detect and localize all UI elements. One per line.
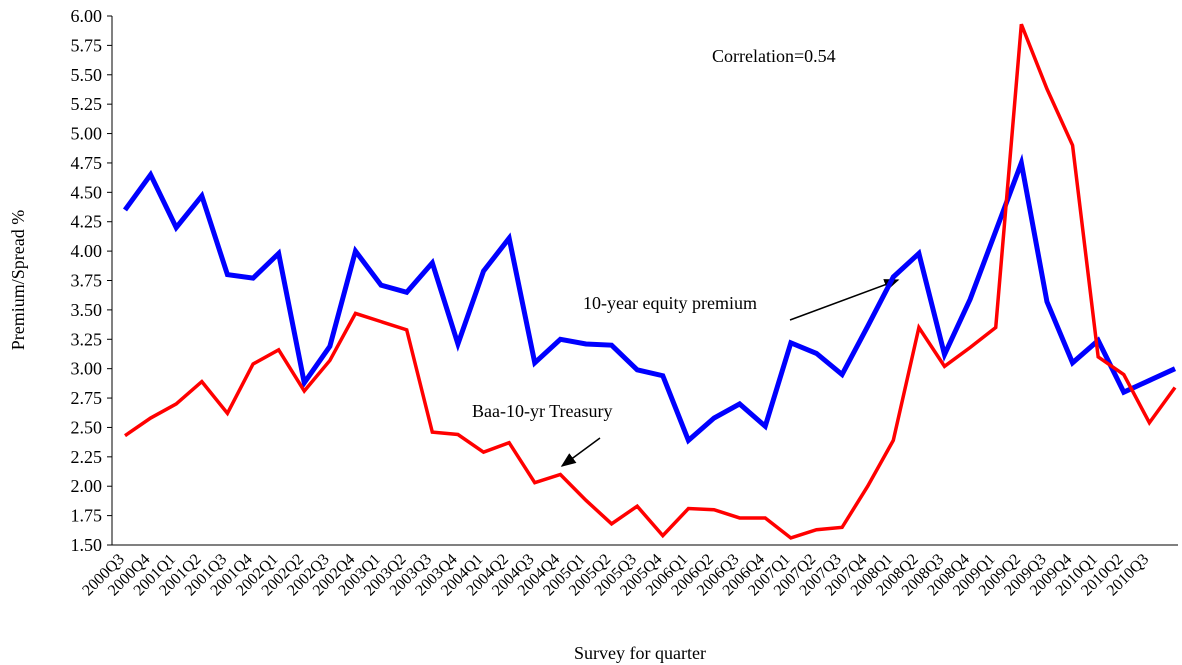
- y-tick-label: 4.50: [71, 182, 103, 202]
- arrow: [560, 437, 601, 467]
- series-label: Baa-10-yr Treasury: [472, 401, 612, 421]
- y-tick-label: 5.50: [71, 65, 103, 85]
- y-tick-label: 3.25: [71, 329, 103, 349]
- line-series: [124, 23, 1177, 540]
- y-tick-label: 2.00: [71, 476, 103, 496]
- y-tick-label: 2.75: [71, 388, 103, 408]
- y-tick-label: 1.75: [71, 506, 103, 526]
- y-axis-title: Premium/Spread %: [8, 210, 28, 350]
- arrow: [789, 279, 900, 321]
- y-tick-label: 1.50: [71, 535, 103, 555]
- y-tick-label: 5.25: [71, 94, 103, 114]
- line-series: [122, 153, 1177, 445]
- y-tick-label: 3.50: [71, 300, 103, 320]
- y-tick-label: 2.25: [71, 447, 103, 467]
- y-tick-label: 4.75: [71, 153, 103, 173]
- y-tick-label: 5.00: [71, 124, 103, 144]
- y-tick-label: 4.00: [71, 241, 103, 261]
- y-tick-label: 6.00: [71, 6, 103, 26]
- y-tick-label: 3.75: [71, 271, 103, 291]
- x-axis-title: Survey for quarter: [574, 643, 706, 663]
- y-tick-label: 3.00: [71, 359, 103, 379]
- y-tick-label: 4.25: [71, 212, 103, 232]
- series-label: 10-year equity premium: [583, 293, 757, 313]
- y-tick-label: 5.75: [71, 35, 103, 55]
- annotation: Correlation=0.54: [712, 46, 836, 66]
- y-tick-label: 2.50: [71, 417, 103, 437]
